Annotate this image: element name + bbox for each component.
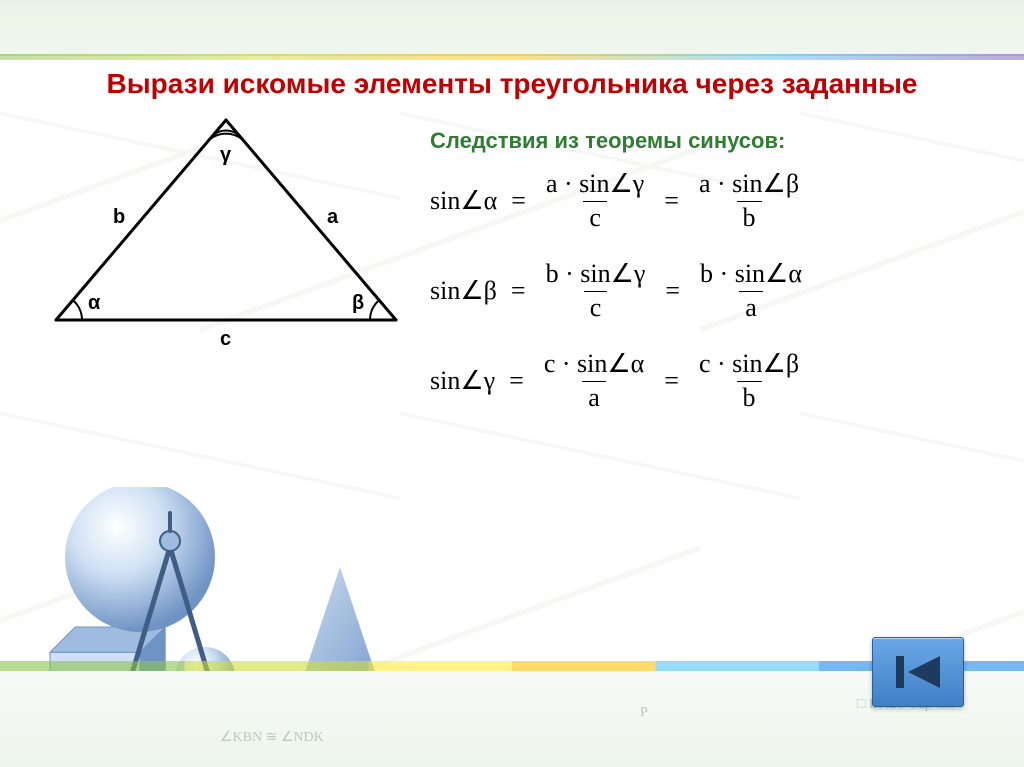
side-label-c: c bbox=[220, 328, 231, 351]
denominator: b bbox=[737, 381, 762, 413]
numerator: c · sin∠α bbox=[538, 350, 650, 381]
bottom-color-band bbox=[0, 661, 1024, 671]
side-label-a: a bbox=[327, 206, 338, 229]
subtitle: Следствия из теоремы синусов: bbox=[430, 128, 785, 154]
top-band bbox=[0, 0, 1024, 56]
numerator: a · sin∠γ bbox=[540, 170, 650, 201]
slide: Вырази искомые элементы треугольника чер… bbox=[0, 0, 1024, 767]
angle-label-beta: β bbox=[352, 292, 364, 315]
denominator: c bbox=[583, 201, 607, 233]
side-label-b: b bbox=[113, 206, 125, 229]
equals-sign: = bbox=[505, 366, 528, 396]
bg-scribble: P bbox=[640, 705, 648, 721]
fraction: c · sin∠α a bbox=[538, 350, 650, 412]
angle-label-alpha: α bbox=[88, 292, 100, 315]
numerator: c · sin∠β bbox=[693, 350, 805, 381]
equals-sign: = bbox=[661, 276, 684, 306]
fraction: b · sin∠γ c bbox=[540, 260, 652, 322]
formula-lhs: sin∠α bbox=[430, 186, 497, 216]
numerator: b · sin∠α bbox=[694, 260, 808, 291]
numerator: b · sin∠γ bbox=[540, 260, 652, 291]
prev-slide-button[interactable] bbox=[872, 637, 964, 707]
denominator: c bbox=[584, 291, 608, 323]
formula-lhs: sin∠β bbox=[430, 276, 497, 306]
formulas-block: sin∠α = a · sin∠γ c = a · sin∠β b sin∠β … bbox=[430, 170, 990, 441]
formula-lhs: sin∠γ bbox=[430, 366, 495, 396]
numerator: a · sin∠β bbox=[693, 170, 805, 201]
formula-row: sin∠β = b · sin∠γ c = b · sin∠α a bbox=[430, 260, 990, 322]
bottom-strip: ∠KBN ≅ ∠NDK Докажите □ BKDP-пар-мм P bbox=[0, 671, 1024, 767]
formula-row: sin∠γ = c · sin∠α a = c · sin∠β b bbox=[430, 350, 990, 412]
equals-sign: = bbox=[660, 366, 683, 396]
fraction: b · sin∠α a bbox=[694, 260, 808, 322]
angle-label-gamma: γ bbox=[220, 144, 231, 167]
denominator: a bbox=[739, 291, 763, 323]
equals-sign: = bbox=[507, 276, 530, 306]
formula-row: sin∠α = a · sin∠γ c = a · sin∠β b bbox=[430, 170, 990, 232]
denominator: b bbox=[737, 201, 762, 233]
page-title: Вырази искомые элементы треугольника чер… bbox=[0, 68, 1024, 100]
equals-sign: = bbox=[660, 186, 683, 216]
bg-scribble: ∠KBN ≅ ∠NDK bbox=[220, 729, 324, 746]
equals-sign: = bbox=[507, 186, 530, 216]
skip-back-icon bbox=[892, 652, 944, 692]
fraction: a · sin∠γ c bbox=[540, 170, 650, 232]
fraction: c · sin∠β b bbox=[693, 350, 805, 412]
denominator: a bbox=[582, 381, 606, 413]
fraction: a · sin∠β b bbox=[693, 170, 805, 232]
triangle-diagram: γ α β a b c bbox=[36, 110, 416, 360]
